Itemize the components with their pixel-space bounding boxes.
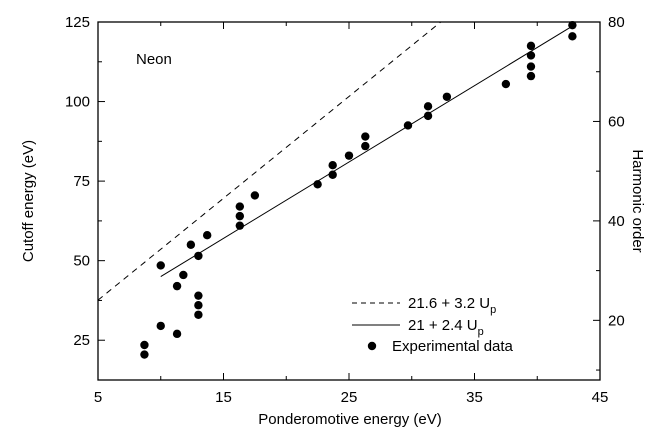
data-point: [156, 261, 165, 270]
data-point: [156, 321, 165, 331]
data-point: [172, 329, 182, 339]
plot-frame: [97, 21, 601, 381]
annotation-neon: Neon: [136, 51, 172, 68]
x-tick-label: 45: [592, 389, 609, 406]
data-point: [179, 270, 188, 280]
legend-dashed-subscript: p: [490, 304, 496, 316]
data-point: [194, 251, 203, 261]
data-points: [140, 20, 577, 359]
legend-label-solid: 21 + 2.4 Up: [408, 317, 484, 338]
data-point: [526, 62, 536, 71]
data-point: [186, 240, 196, 249]
y-tick-label: 50: [73, 253, 90, 270]
data-point: [235, 202, 245, 211]
data-point: [361, 132, 370, 141]
fit-lines: [97, 21, 576, 301]
data-point: [140, 340, 149, 350]
legend-solid-name: 21 + 2.4 U: [408, 317, 478, 334]
axis-ticks: [97, 21, 601, 381]
data-point: [235, 211, 245, 221]
solid-fit-line: [160, 24, 576, 278]
y2-tick-label: 60: [608, 113, 625, 130]
data-point: [501, 79, 511, 89]
y2-axis-title: Harmonic order: [629, 149, 646, 252]
data-point: [194, 301, 203, 310]
y-tick-label: 100: [65, 94, 90, 111]
tick-labels: 5 15 25 35 45 25 50 75 100 125 20 40 60 80: [65, 14, 625, 406]
x-tick-label: 35: [466, 389, 483, 406]
data-point: [250, 191, 260, 200]
data-point: [328, 170, 337, 179]
data-point: [235, 221, 245, 230]
data-point: [526, 71, 536, 81]
x-tick-label: 25: [341, 389, 358, 406]
data-point: [344, 151, 354, 160]
legend-marker-swatch: [367, 341, 377, 351]
data-point: [172, 281, 182, 291]
data-point: [328, 161, 337, 170]
data-point: [568, 20, 577, 30]
x-tick-label: 5: [94, 389, 102, 406]
y-axis-title: Cutoff energy (eV): [20, 140, 37, 262]
data-point: [526, 41, 536, 51]
y2-tick-label: 40: [608, 213, 625, 230]
y-tick-label: 125: [65, 14, 90, 31]
dashed-fit-line: [97, 21, 442, 301]
legend-label-dashed: 21.6 + 3.2 Up: [408, 295, 496, 316]
data-point: [140, 350, 149, 359]
data-point: [194, 291, 203, 300]
legend: 21.6 + 3.2 Up 21 + 2.4 Up Experimental d…: [352, 295, 514, 355]
y2-tick-label: 20: [608, 312, 625, 329]
legend-dashed-name: 21.6 + 3.2 U: [408, 295, 490, 312]
y-tick-label: 25: [73, 332, 90, 349]
data-point: [442, 92, 452, 101]
data-point: [313, 180, 322, 189]
legend-label-experimental: Experimental data: [392, 338, 514, 355]
y2-tick-label: 80: [608, 14, 625, 31]
legend-solid-subscript: p: [478, 326, 484, 338]
data-point: [423, 111, 433, 121]
data-point: [202, 231, 212, 240]
data-point: [194, 310, 203, 319]
data-point: [403, 121, 413, 130]
data-point: [526, 51, 536, 60]
data-point: [568, 32, 577, 41]
data-point: [423, 102, 433, 111]
y-tick-label: 75: [73, 173, 90, 190]
data-point: [361, 141, 370, 151]
x-tick-label: 15: [215, 389, 232, 406]
x-axis-title: Ponderomotive energy (eV): [258, 411, 441, 428]
